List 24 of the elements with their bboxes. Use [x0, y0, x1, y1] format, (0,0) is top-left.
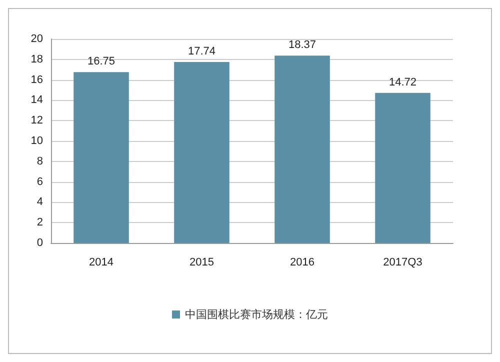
x-tick-label: 2016: [290, 256, 314, 268]
x-tick-label: 2015: [190, 256, 214, 268]
y-tick-label: 10: [30, 135, 43, 147]
data-label: 16.75: [87, 56, 116, 68]
y-tick-label: 16: [30, 74, 43, 86]
y-tick-label: 20: [30, 33, 43, 45]
legend-label: 中国围棋比赛市场规模：亿元: [185, 308, 328, 321]
bar: [375, 92, 430, 243]
y-tick-label: 14: [30, 94, 43, 106]
data-label: 18.37: [288, 39, 316, 52]
y-tick-label: 0: [36, 237, 43, 249]
y-tick-label: 6: [36, 176, 43, 188]
data-label: 17.74: [188, 46, 216, 58]
bar: [74, 72, 129, 243]
bar: [274, 56, 330, 243]
y-tick-label: 18: [30, 53, 43, 66]
y-tick-label: 4: [36, 196, 43, 208]
data-label: 14.72: [388, 76, 417, 88]
y-tick-label: 12: [30, 114, 43, 127]
x-tick-label: 2017Q3: [383, 256, 422, 268]
y-tick-label: 8: [36, 155, 43, 168]
y-tick-label: 2: [36, 216, 43, 229]
x-tick-label: 2014: [89, 256, 114, 268]
bar: [174, 62, 230, 243]
